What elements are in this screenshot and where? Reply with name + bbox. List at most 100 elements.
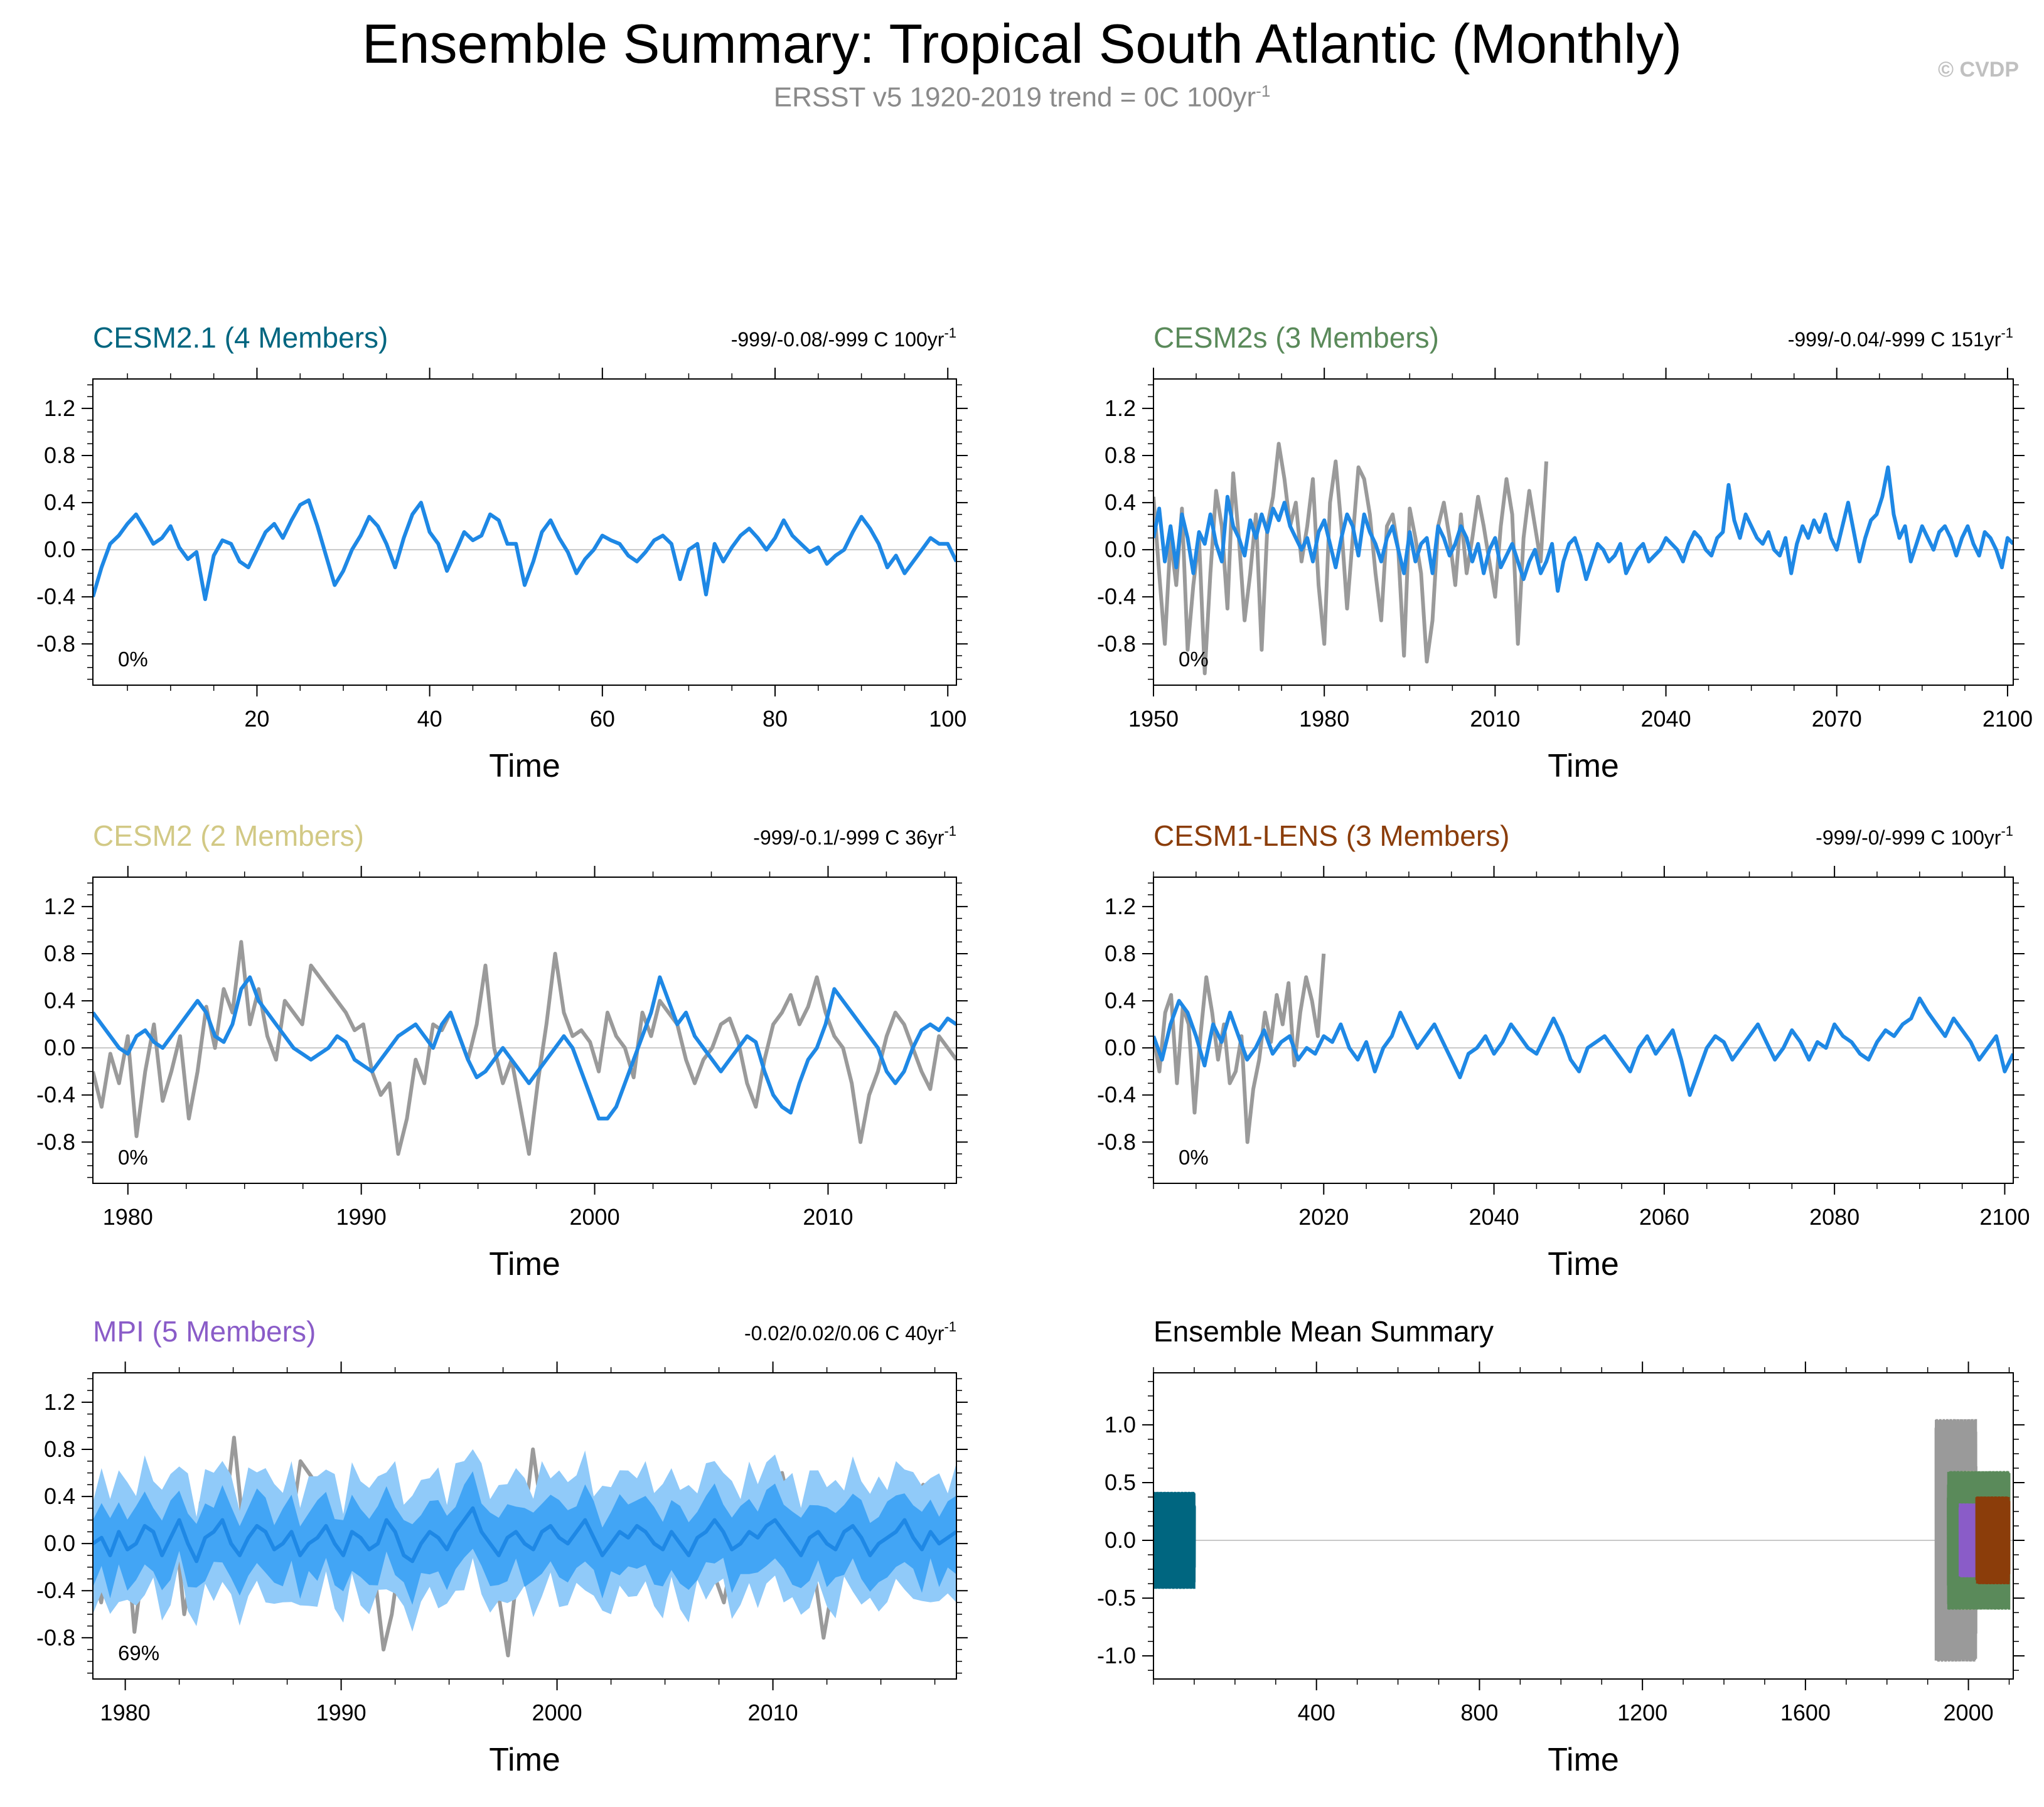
panel-title: MPI (5 Members) (93, 1315, 316, 1348)
percent-label: 0% (1179, 1146, 1209, 1169)
y-tick-label: 0.4 (44, 988, 75, 1013)
subtitle-text: ERSST v5 1920-2019 trend = 0C 100yr (773, 82, 1256, 113)
y-tick-label: 1.0 (1105, 1412, 1136, 1437)
panel-title: CESM1-LENS (3 Members) (1153, 819, 1509, 852)
y-tick-label: 1.2 (44, 1389, 75, 1415)
plot-frame (92, 877, 957, 1184)
y-tick-label: -0.4 (1097, 1082, 1136, 1107)
observations-line (1153, 953, 1326, 1144)
trend-superscript: -1 (2001, 823, 2013, 839)
y-tick-label: 0.0 (44, 536, 75, 562)
ensemble-mean-line (1153, 465, 2013, 593)
y-tick-label: -0.4 (36, 1082, 75, 1107)
trend-text: -999/-0.08/-999 C 100yr-1 (731, 325, 956, 351)
x-tick-label: 80 (762, 706, 788, 732)
x-axis-label: Time (1548, 748, 1619, 784)
plot-area (1153, 953, 2013, 1144)
panel-title: CESM2 (2 Members) (93, 819, 364, 852)
percent-label: 0% (118, 648, 148, 671)
panel-4: CESM1-LENS (3 Members) -999/-0/-999 C 100… (1097, 819, 2030, 1282)
y-tick-label: 0.0 (1105, 1527, 1136, 1553)
trend-superscript: -1 (2001, 325, 2013, 341)
y-tick-label: -0.4 (1097, 584, 1136, 609)
trend-text: -0.02/0.02/0.06 C 40yr-1 (744, 1319, 956, 1345)
x-tick-label: 1980 (100, 1700, 151, 1725)
trend-value: -999/-0/-999 C 100yr (1816, 826, 2001, 849)
x-tick-label: 60 (590, 706, 615, 732)
x-tick-label: 2010 (1470, 706, 1520, 732)
y-tick-label: 0.5 (1105, 1469, 1136, 1495)
x-tick-label: 2040 (1469, 1204, 1519, 1230)
panel-title: CESM2.1 (4 Members) (93, 321, 388, 354)
y-tick-label: 0.4 (1105, 988, 1136, 1013)
y-tick-label: -0.4 (36, 584, 75, 609)
page-title: Ensemble Summary: Tropical South Atlanti… (361, 13, 1683, 75)
trend-value: -999/-0.1/-999 C 36yr (753, 826, 944, 849)
x-tick-label: 1600 (1780, 1700, 1831, 1725)
trend-superscript: -1 (944, 1319, 956, 1335)
x-tick-label: 40 (417, 706, 442, 732)
x-tick-label: 100 (929, 706, 966, 732)
x-axis-label: Time (489, 1246, 560, 1282)
y-tick-label: 0.8 (44, 1436, 75, 1462)
plot-area (93, 940, 956, 1156)
trend-superscript: -1 (944, 325, 956, 341)
x-tick-label: 800 (1460, 1700, 1498, 1725)
y-tick-label: 0.8 (1105, 442, 1136, 468)
summary-series-4 (1947, 1471, 2011, 1610)
y-tick-label: 0.4 (44, 1483, 75, 1509)
x-axis-label: Time (489, 748, 560, 784)
x-axis-label: Time (1548, 1246, 1619, 1282)
y-tick-label: 1.2 (44, 395, 75, 421)
percent-label: 0% (118, 1146, 148, 1169)
panel-5: MPI (5 Members) -0.02/0.02/0.06 C 40yr-1 1… (36, 1315, 968, 1778)
y-tick-label: -0.8 (1097, 1129, 1136, 1154)
plot-frame (92, 1372, 957, 1680)
summary-series-6 (1975, 1496, 2011, 1585)
y-tick-label: 0.8 (1105, 941, 1136, 966)
ensemble-spread-inner (93, 1471, 956, 1605)
x-tick-label: 1980 (1299, 706, 1349, 732)
subtitle-superscript: -1 (1256, 82, 1271, 100)
x-tick-label: 1990 (316, 1700, 367, 1725)
y-tick-label: -0.8 (36, 631, 75, 656)
y-tick-label: 0.0 (44, 1530, 75, 1556)
ensemble-mean-line (1153, 996, 2013, 1097)
y-tick-label: 0.8 (44, 442, 75, 468)
plot-frame (1153, 378, 2014, 686)
x-tick-label: 2010 (803, 1204, 853, 1230)
plot-frame (1153, 1372, 2014, 1680)
trend-text: -999/-0/-999 C 100yr-1 (1816, 823, 2013, 849)
trend-value: -999/-0.08/-999 C 100yr (731, 328, 944, 351)
x-tick-label: 2010 (748, 1700, 798, 1725)
y-tick-label: 0.4 (1105, 489, 1136, 515)
y-tick-label: -0.4 (36, 1577, 75, 1603)
observations-line (93, 940, 956, 1156)
summary-series-5 (1958, 1503, 1977, 1577)
x-tick-label: 400 (1298, 1700, 1335, 1725)
y-tick-label: -0.8 (1097, 631, 1136, 656)
x-tick-label: 2060 (1639, 1204, 1689, 1230)
y-tick-label: 0.4 (44, 489, 75, 515)
y-tick-label: 0.8 (44, 941, 75, 966)
panel-2: CESM2s (3 Members) -999/-0.04/-999 C 151y… (1097, 321, 2033, 784)
x-tick-label: 2040 (1641, 706, 1691, 732)
summary-series-1 (1153, 1491, 1196, 1589)
percent-label: 0% (1179, 648, 1209, 671)
trend-value: -999/-0.04/-999 C 151yr (1788, 328, 2001, 351)
y-tick-label: 1.2 (1105, 893, 1136, 919)
trend-text: -999/-0.04/-999 C 151yr-1 (1788, 325, 2013, 351)
percent-label: 69% (118, 1641, 159, 1665)
x-tick-label: 2070 (1812, 706, 1862, 732)
panel-title: CESM2s (3 Members) (1153, 321, 1439, 354)
y-tick-label: -0.8 (36, 1624, 75, 1650)
panel-6: Ensemble Mean Summary 1.0 0.5 0.0 -0.5 -1.0 40… (1097, 1315, 2025, 1778)
plot-area (1153, 442, 2013, 676)
y-tick-label: -0.5 (1097, 1585, 1136, 1611)
x-tick-label: 2020 (1298, 1204, 1349, 1230)
x-tick-label: 2080 (1809, 1204, 1859, 1230)
ensemble-mean-line (93, 498, 956, 601)
trend-text: -999/-0.1/-999 C 36yr-1 (753, 823, 956, 849)
plot-area (1153, 1419, 2011, 1662)
